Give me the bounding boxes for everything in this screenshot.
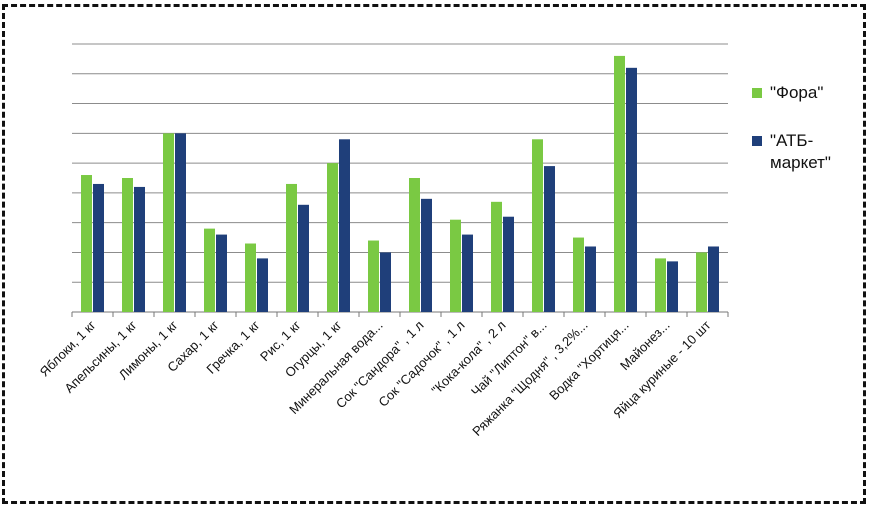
- bar-fora-13: [614, 55, 625, 313]
- legend-item-fora: "Фора": [752, 82, 862, 104]
- legend-label-atb: "АТБ-маркет": [770, 131, 831, 172]
- bar-fora-0: [81, 175, 92, 312]
- category-label: Чай "Липтон" в...: [468, 318, 550, 400]
- bar-fora-9: [450, 219, 461, 312]
- bar-fora-3: [204, 228, 215, 312]
- bar-fora-14: [655, 258, 666, 312]
- bar-fora-4: [245, 243, 256, 312]
- bar-atb-10: [503, 216, 514, 312]
- bar-fora-6: [327, 163, 338, 312]
- bar-atb-14: [667, 261, 678, 312]
- bar-atb-12: [585, 246, 596, 312]
- bar-fora-8: [409, 178, 420, 312]
- bar-fora-11: [532, 139, 543, 312]
- legend: "Фора" "АТБ-маркет": [752, 82, 862, 200]
- category-label: Апельсины, 1 кг: [61, 317, 139, 395]
- bar-atb-6: [339, 139, 350, 312]
- chart-border: [2, 4, 866, 504]
- bar-atb-8: [421, 198, 432, 312]
- legend-swatch-fora: [752, 88, 762, 98]
- bar-atb-9: [462, 234, 473, 312]
- bar-fora-12: [573, 237, 584, 312]
- bar-atb-2: [175, 133, 186, 312]
- bar-fora-5: [286, 183, 297, 312]
- bar-fora-7: [368, 240, 379, 312]
- bar-atb-15: [708, 246, 719, 312]
- legend-swatch-atb: [752, 136, 762, 146]
- bar-atb-3: [216, 234, 227, 312]
- bar-atb-13: [626, 67, 637, 312]
- legend-item-atb: "АТБ-маркет": [752, 130, 862, 174]
- legend-label-fora: "Фора": [770, 83, 824, 102]
- bar-atb-4: [257, 258, 268, 312]
- chart-area: Яблоки, 1 кг Апельсины, 1 кг Лимоны, 1 кг С…: [10, 12, 856, 496]
- bar-atb-0: [93, 183, 104, 312]
- bar-fora-10: [491, 201, 502, 312]
- bar-atb-5: [298, 204, 309, 312]
- bar-fora-1: [122, 178, 133, 312]
- bar-atb-7: [380, 252, 391, 312]
- category-label: "Кока-кола" , 2 л: [428, 318, 508, 398]
- bar-atb-11: [544, 166, 555, 312]
- bar-atb-1: [134, 186, 145, 312]
- bar-fora-15: [696, 252, 707, 312]
- bar-fora-2: [163, 133, 174, 312]
